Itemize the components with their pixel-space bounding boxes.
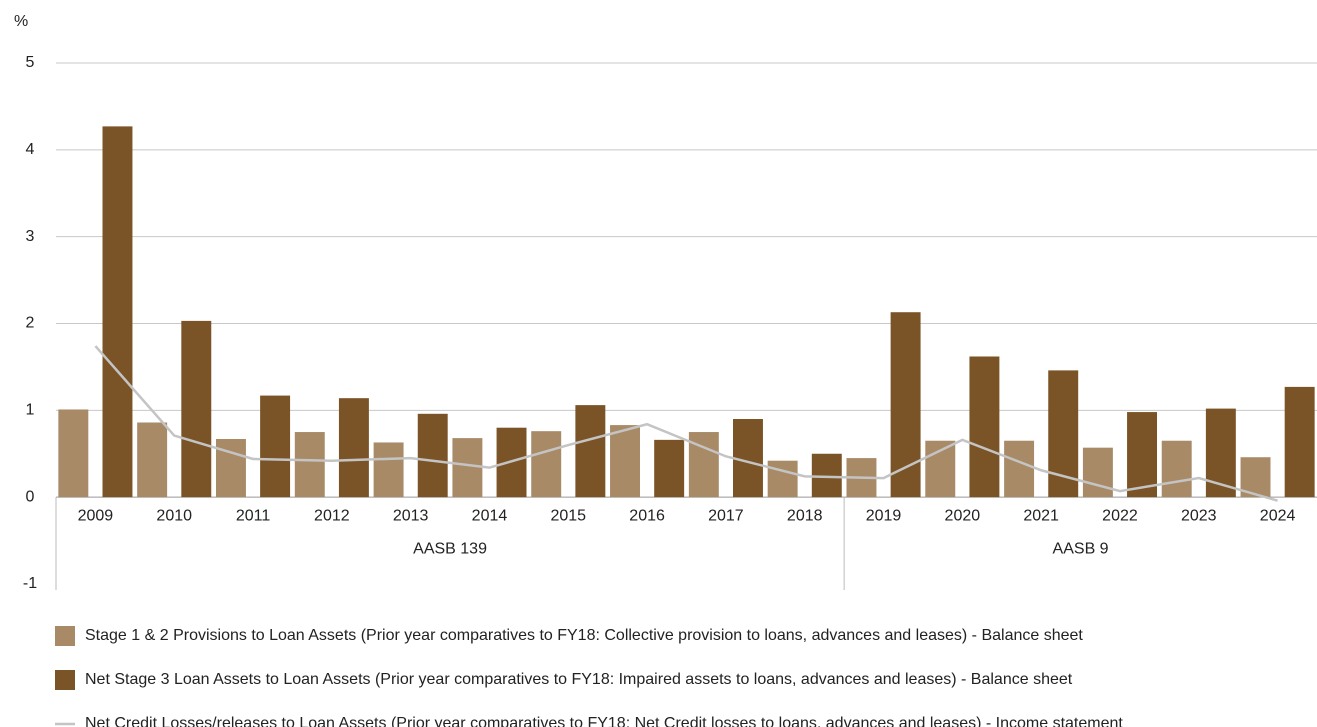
- group-label: AASB 139: [413, 540, 487, 557]
- bar: [215, 438, 246, 498]
- bar: [969, 356, 1000, 498]
- bar: [531, 431, 562, 498]
- y-tick-label: 0: [26, 488, 35, 505]
- x-tick-label: 2023: [1181, 507, 1217, 524]
- bar: [1127, 412, 1158, 498]
- bar: [137, 422, 168, 498]
- x-tick-label: 2010: [156, 507, 192, 524]
- bar: [1161, 440, 1192, 498]
- y-tick-label: -1: [23, 575, 37, 592]
- x-tick-label: 2018: [787, 507, 823, 524]
- y-tick-label: 2: [26, 315, 35, 332]
- x-tick-label: 2017: [708, 507, 744, 524]
- y-tick-label: 3: [26, 228, 35, 245]
- bar: [58, 409, 89, 498]
- bar: [654, 439, 685, 498]
- x-tick-label: 2016: [629, 507, 665, 524]
- x-tick-label: 2022: [1102, 507, 1138, 524]
- bar: [1082, 447, 1113, 498]
- legend-label: Stage 1 & 2 Provisions to Loan Assets (P…: [85, 627, 1083, 644]
- x-tick-label: 2009: [78, 507, 114, 524]
- bar: [610, 425, 641, 498]
- legend-label: Net Stage 3 Loan Assets to Loan Assets (…: [85, 671, 1073, 688]
- y-tick-label: 1: [26, 402, 35, 419]
- y-tick-label: 4: [26, 141, 35, 158]
- bar: [452, 438, 483, 498]
- x-tick-label: 2015: [550, 507, 586, 524]
- x-tick-label: 2012: [314, 507, 350, 524]
- legend-swatch: [55, 626, 75, 646]
- x-tick-label: 2013: [393, 507, 429, 524]
- x-tick-label: 2011: [236, 507, 271, 524]
- bar: [767, 460, 798, 498]
- bar: [890, 312, 921, 498]
- bar: [260, 395, 291, 498]
- x-tick-label: 2024: [1260, 507, 1296, 524]
- bar: [575, 405, 606, 498]
- legend-label: Net Credit Losses/releases to Loan Asset…: [85, 715, 1123, 727]
- bar: [417, 413, 448, 498]
- line: [94, 345, 1278, 502]
- bar: [373, 442, 404, 498]
- x-tick-label: 2014: [472, 507, 508, 524]
- bar: [294, 432, 325, 498]
- bar: [1284, 386, 1315, 498]
- legend-swatch: [55, 670, 75, 690]
- bar: [1004, 440, 1035, 498]
- bar: [181, 320, 212, 498]
- x-tick-label: 2019: [866, 507, 902, 524]
- y-tick-label: 5: [26, 54, 35, 71]
- bar: [102, 126, 133, 498]
- group-label: AASB 9: [1053, 540, 1109, 557]
- bar: [338, 398, 369, 498]
- x-tick-label: 2021: [1023, 507, 1059, 524]
- bar: [732, 419, 763, 498]
- y-axis-label: %: [14, 13, 28, 30]
- x-tick-label: 2020: [945, 507, 981, 524]
